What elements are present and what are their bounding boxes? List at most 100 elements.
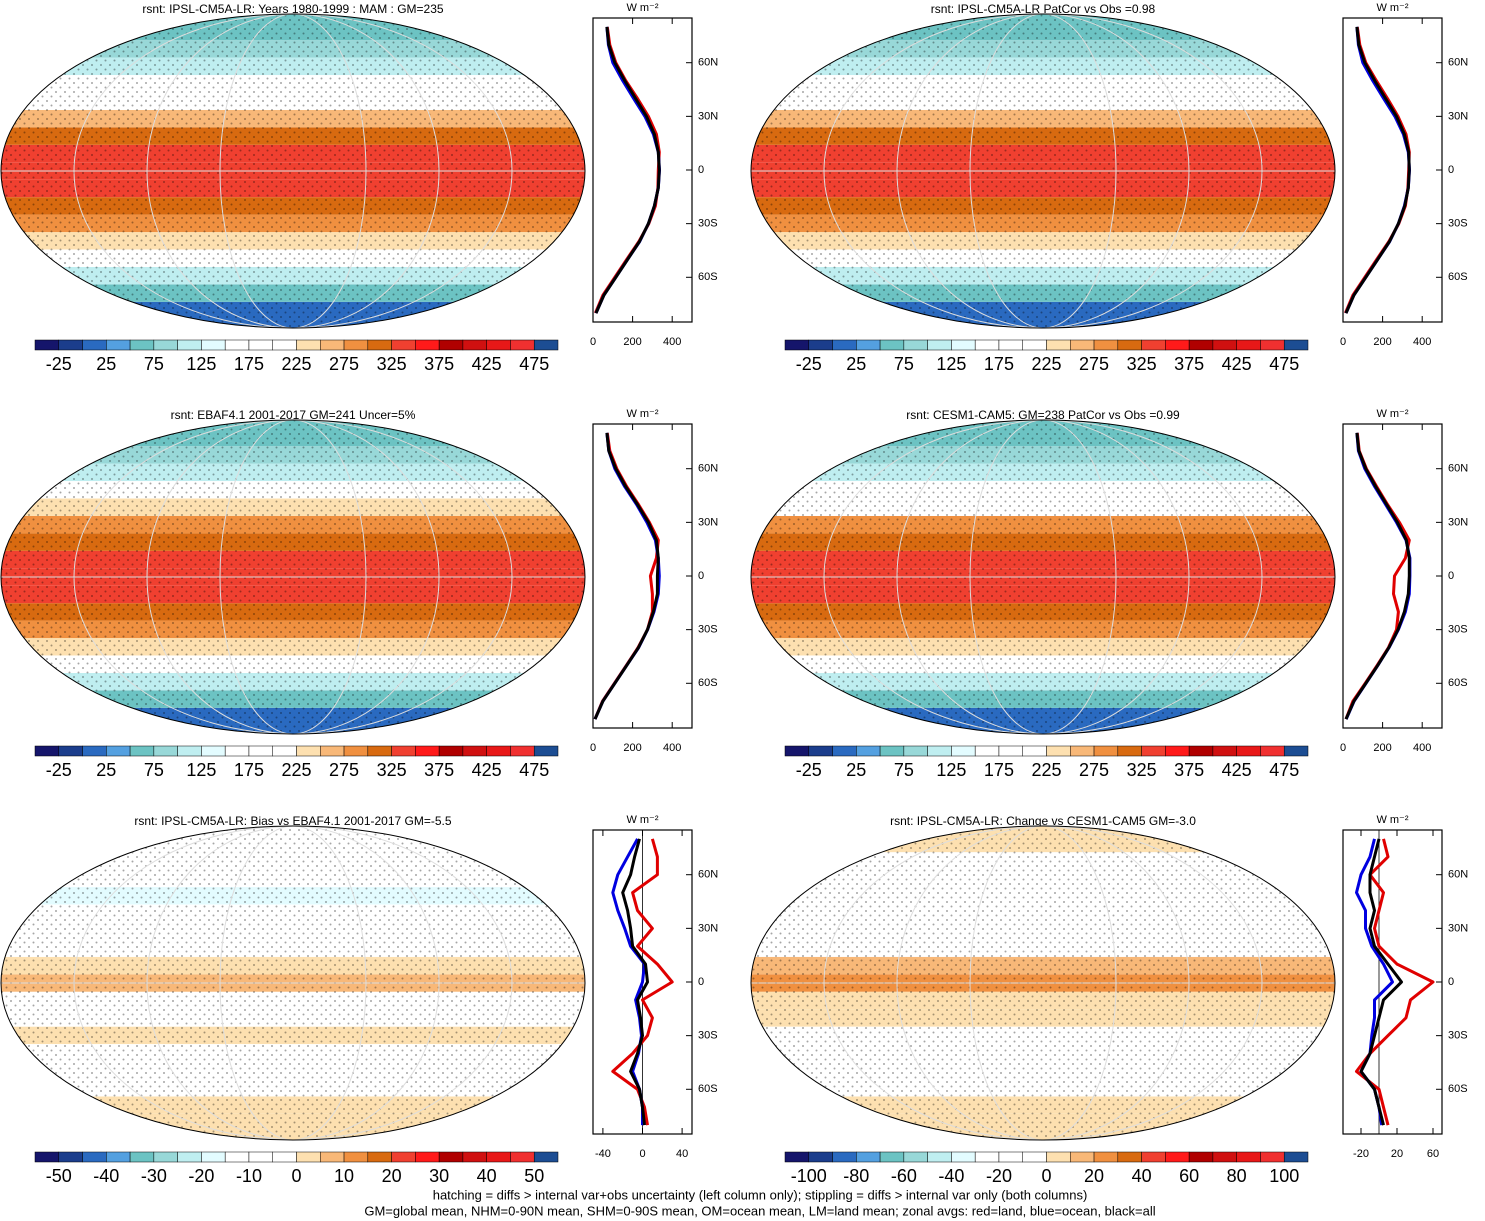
panel-title: rsnt: IPSL-CM5A-LR: Bias vs EBAF4.1 2001… xyxy=(134,814,451,828)
colorbar-box xyxy=(1188,1151,1214,1163)
colorbar-label: -25 xyxy=(796,760,822,780)
colorbar-box xyxy=(998,745,1023,757)
note: GM=global mean, NHM=0-90N mean, SHM=0-90… xyxy=(364,1203,1155,1218)
colorbar-label: 375 xyxy=(1174,760,1204,780)
colorbar-box xyxy=(533,745,559,757)
colorbar-box xyxy=(1022,339,1047,351)
colorbar-box xyxy=(129,1151,155,1163)
colorbar-box xyxy=(808,1151,833,1163)
lat-tick-label: 60N xyxy=(1448,463,1468,475)
x-tick-label: 0 xyxy=(639,1148,645,1160)
colorbar-box xyxy=(903,745,928,757)
colorbar-box xyxy=(927,745,952,757)
x-tick-label: 400 xyxy=(663,742,681,754)
colorbar-label: -25 xyxy=(46,354,72,374)
colorbar-box xyxy=(177,745,202,757)
colorbar-box xyxy=(1283,1151,1309,1163)
colorbar-label: 225 xyxy=(281,760,311,780)
lat-tick-label: 30N xyxy=(1448,516,1468,528)
colorbar-box xyxy=(1165,339,1190,351)
map-border xyxy=(0,419,586,735)
lat-tick-label: 60S xyxy=(698,1083,718,1095)
colorbar-box xyxy=(129,339,155,351)
colorbar-box xyxy=(1260,1151,1285,1163)
profile-frame xyxy=(592,423,693,729)
colorbar-label: 475 xyxy=(1269,760,1299,780)
colorbar-box xyxy=(272,745,297,757)
colorbar-label: 125 xyxy=(186,354,216,374)
colorbar-box xyxy=(1046,339,1071,351)
colorbar-label: -30 xyxy=(141,1166,167,1186)
colorbar-label: 75 xyxy=(894,354,914,374)
colorbar-label: -10 xyxy=(236,1166,262,1186)
colorbar-box xyxy=(34,339,60,351)
colorbar-box xyxy=(1212,339,1237,351)
stippling xyxy=(751,14,1335,328)
colorbar-box xyxy=(974,745,1000,757)
colorbar-label: 275 xyxy=(1079,760,1109,780)
colorbar-box xyxy=(1117,1151,1142,1163)
colorbar-box xyxy=(320,1151,345,1163)
colorbar-label: 75 xyxy=(144,354,164,374)
colorbar-box xyxy=(486,339,511,351)
colorbar-label: 275 xyxy=(329,354,359,374)
note: hatching = diffs > internal var+obs unce… xyxy=(433,1187,1088,1202)
colorbar-label: 325 xyxy=(377,760,407,780)
colorbar-label: -60 xyxy=(891,1166,917,1186)
map-border xyxy=(750,13,1336,329)
colorbar-box xyxy=(1117,745,1142,757)
colorbar-box xyxy=(201,339,226,351)
colorbar-box xyxy=(1070,1151,1095,1163)
profile-unit: W m⁻² xyxy=(626,2,658,14)
lat-tick-label: 60S xyxy=(1448,677,1468,689)
colorbar-box xyxy=(201,1151,226,1163)
colorbar-box xyxy=(201,745,226,757)
colorbar-label: 50 xyxy=(524,1166,544,1186)
colorbar-box xyxy=(856,745,881,757)
zonal-profile xyxy=(1344,432,1411,720)
colorbar-label: 375 xyxy=(424,354,454,374)
map xyxy=(751,826,1335,1140)
lat-tick-label: 30S xyxy=(698,218,718,230)
lat-tick-label: 30S xyxy=(698,624,718,636)
colorbar-box xyxy=(879,1151,905,1163)
colorbar-box xyxy=(1141,745,1166,757)
colorbar-box xyxy=(1283,745,1309,757)
colorbar-label: 175 xyxy=(984,760,1014,780)
colorbar-box xyxy=(1236,339,1261,351)
profile-unit: W m⁻² xyxy=(626,408,658,420)
colorbar-box xyxy=(1046,745,1071,757)
colorbar-label: -100 xyxy=(791,1166,827,1186)
lat-tick-label: 60N xyxy=(1448,57,1468,69)
lat-tick-label: 30N xyxy=(1448,110,1468,122)
lat-tick-label: 0 xyxy=(698,570,704,582)
colorbar-label: 425 xyxy=(1222,760,1252,780)
profile-unit: W m⁻² xyxy=(1376,408,1408,420)
map xyxy=(751,420,1335,734)
profile-frame xyxy=(592,17,693,323)
colorbar-box xyxy=(784,339,810,351)
colorbar-box xyxy=(1070,745,1095,757)
x-tick-label: 200 xyxy=(1373,742,1391,754)
colorbar-label: 30 xyxy=(429,1166,449,1186)
colorbar-box xyxy=(415,745,440,757)
x-tick-label: 200 xyxy=(623,336,641,348)
colorbar-box xyxy=(224,745,250,757)
x-tick-label: 200 xyxy=(1373,336,1391,348)
colorbar-box xyxy=(1022,1151,1047,1163)
colorbar-box xyxy=(486,1151,511,1163)
colorbar-box xyxy=(974,1151,1000,1163)
colorbar-label: -20 xyxy=(986,1166,1012,1186)
colorbar-label: 80 xyxy=(1227,1166,1247,1186)
colorbar-box xyxy=(367,745,392,757)
colorbar-box xyxy=(320,339,345,351)
x-tick-label: 400 xyxy=(663,336,681,348)
colorbar-box xyxy=(58,745,83,757)
colorbar-box xyxy=(510,339,535,351)
colorbar-label: 225 xyxy=(1031,354,1061,374)
colorbar-box xyxy=(367,1151,392,1163)
lat-tick-label: 0 xyxy=(698,976,704,988)
colorbar-box xyxy=(415,1151,440,1163)
colorbar-box xyxy=(510,745,535,757)
colorbar-box xyxy=(1236,1151,1261,1163)
